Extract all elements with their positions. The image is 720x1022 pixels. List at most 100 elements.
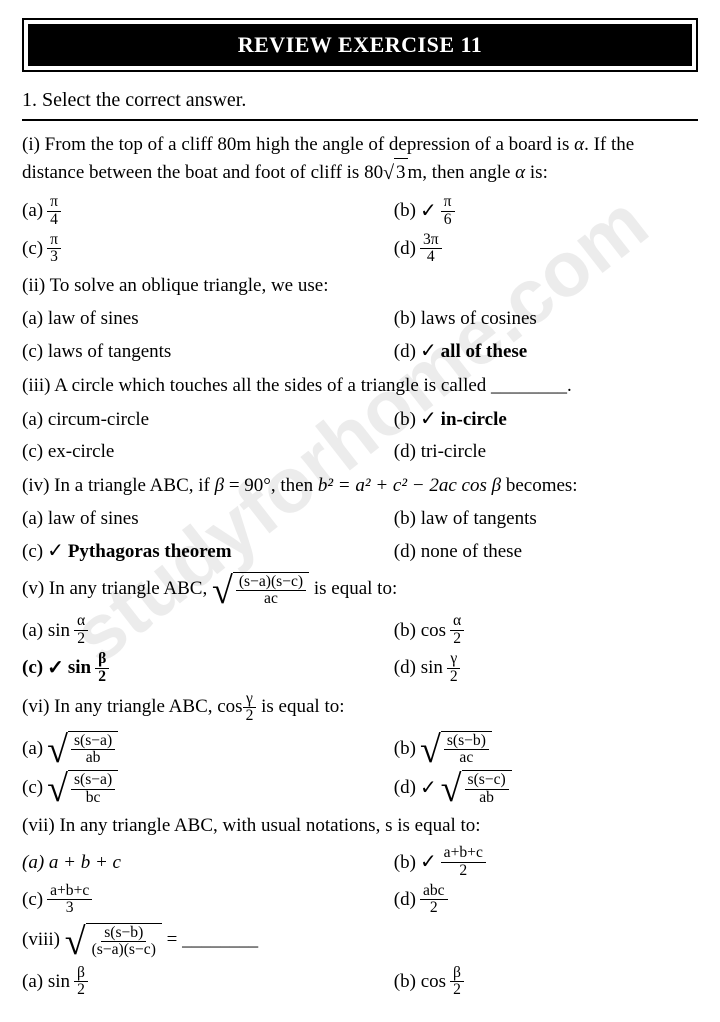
opt-vi-a: (a) √s(s−a)ab — [22, 729, 394, 769]
num: π — [47, 194, 61, 211]
t: (vi) In any triangle ABC, cos — [22, 696, 243, 717]
n: s(s−b) — [444, 733, 489, 750]
opt-iii-a: (a) circum-circle — [22, 403, 394, 436]
frac: a+b+c2 — [441, 845, 486, 879]
opt-viii-b: (b) cosβ2 — [394, 963, 698, 1001]
d: 2 — [456, 863, 470, 879]
opt-vii-b: (b) ✓ a+b+c2 — [394, 843, 698, 881]
eq: = ________ — [167, 929, 258, 950]
lbl: (viii) — [22, 929, 60, 950]
opt-i-d: (d) 3π4 — [394, 230, 698, 268]
question-viii: (viii) √s(s−b)(s−a)(s−c) = ________ — [22, 923, 698, 959]
n: γ — [447, 651, 460, 668]
opt-i-b: (b) ✓ π6 — [394, 192, 698, 230]
opt-iv-c: (c) ✓ Pythagoras theorem — [22, 535, 394, 568]
n: s(s−c) — [465, 772, 509, 789]
opt-vii-a: (a) a + b + c — [22, 843, 394, 881]
check-icon: ✓ — [420, 337, 437, 366]
lbl: (d) — [394, 774, 416, 802]
radical-icon: √ — [47, 772, 68, 808]
sqrt-frac: √s(s−c)ab — [441, 770, 512, 806]
n: s(s−a) — [71, 772, 115, 789]
lbl: (b) cos — [394, 617, 446, 645]
opt-iii-d: (d) tri-circle — [394, 436, 698, 468]
frac: β2 — [95, 651, 109, 685]
frac: β2 — [74, 965, 88, 999]
opt-v-a: (a) sinα2 — [22, 611, 394, 649]
d: ac — [456, 750, 476, 766]
lbl: (d) — [394, 338, 416, 366]
eqn: b² = a² + c² − 2ac cos β — [318, 475, 501, 496]
ans: all of these — [441, 338, 528, 366]
options-v: (a) sinα2 (b) cosα2 (c) ✓ sinβ2 (d) sinγ… — [22, 611, 698, 686]
opt-v-b: (b) cosα2 — [394, 611, 698, 649]
radical-icon: √ — [65, 925, 86, 961]
frac: γ2 — [243, 691, 257, 725]
radical-icon: √ — [441, 772, 462, 808]
question-i: (i) From the top of a cliff 80m high the… — [22, 131, 698, 188]
lbl: (a) — [22, 197, 43, 225]
n: β — [450, 965, 464, 982]
d: 2 — [243, 708, 257, 724]
opt-i-c: (c) π3 — [22, 230, 394, 268]
d: 2 — [74, 982, 88, 998]
t: (v) In any triangle ABC, — [22, 578, 212, 599]
question-v: (v) In any triangle ABC, √(s−a)(s−c)ac i… — [22, 572, 698, 608]
lbl: (d) sin — [394, 654, 443, 682]
n: β — [74, 965, 88, 982]
opt-viii-a: (a) sinβ2 — [22, 963, 394, 1001]
check-icon: ✓ — [420, 197, 437, 226]
opt-ii-a: (a) law of sines — [22, 303, 394, 335]
radical-icon: √ — [383, 162, 394, 184]
qi-text4: is: — [525, 162, 548, 183]
d: 3 — [63, 900, 77, 916]
num: π — [47, 232, 61, 249]
val: (a) a + b + c — [22, 849, 121, 877]
n: α — [74, 613, 88, 630]
radical-icon: √ — [420, 733, 441, 769]
txt: sin — [68, 654, 91, 682]
lbl: (b) — [394, 849, 416, 877]
options-ii: (a) law of sines (b) laws of cosines (c)… — [22, 303, 698, 367]
n: a+b+c — [47, 883, 92, 900]
opt-iv-d: (d) none of these — [394, 535, 698, 568]
lbl: (b) cos — [394, 968, 446, 996]
frac: π4 — [47, 194, 61, 228]
d: ab — [476, 790, 497, 806]
lbl: (c) — [22, 538, 43, 566]
sqrt-frac: √s(s−a)bc — [47, 770, 118, 806]
d: ab — [83, 750, 104, 766]
lbl: (c) — [22, 886, 43, 914]
lbl: (c) — [22, 774, 43, 802]
lbl: (b) — [394, 406, 416, 434]
options-iv: (a) law of sines (b) law of tangents (c)… — [22, 503, 698, 567]
opt-ii-d: (d) ✓ all of these — [394, 335, 698, 368]
beta: β — [215, 475, 224, 496]
lbl: (c) — [22, 235, 43, 263]
lbl: (d) — [394, 235, 416, 263]
check-icon: ✓ — [420, 848, 437, 877]
num: 3π — [420, 232, 442, 249]
d: 2 — [450, 631, 464, 647]
opt-ii-c: (c) laws of tangents — [22, 335, 394, 368]
check-icon: ✓ — [420, 405, 437, 434]
check-icon: ✓ — [47, 537, 64, 566]
alpha: α — [574, 134, 584, 155]
question-ii: (ii) To solve an oblique triangle, we us… — [22, 272, 698, 300]
question-iv: (iv) In a triangle ABC, if β = 90°, then… — [22, 472, 698, 500]
options-vii: (a) a + b + c (b) ✓ a+b+c2 (c) a+b+c3 (d… — [22, 843, 698, 918]
sqrt-frac: √s(s−a)ab — [47, 731, 118, 767]
den: ac — [261, 591, 281, 607]
lbl: (d) — [394, 886, 416, 914]
opt-v-c: (c) ✓ sinβ2 — [22, 649, 394, 687]
t: (iv) In a triangle ABC, if — [22, 475, 215, 496]
opt-ii-b: (b) laws of cosines — [394, 303, 698, 335]
frac: γ2 — [447, 651, 461, 685]
n: s(s−b) — [101, 925, 146, 942]
options-vi: (a) √s(s−a)ab (b) √s(s−b)ac (c) √s(s−a)b… — [22, 729, 698, 808]
opt-iv-a: (a) law of sines — [22, 503, 394, 535]
frac: a+b+c3 — [47, 883, 92, 917]
d: 2 — [427, 900, 441, 916]
den: 4 — [47, 212, 61, 228]
opt-i-a: (a) π4 — [22, 192, 394, 230]
